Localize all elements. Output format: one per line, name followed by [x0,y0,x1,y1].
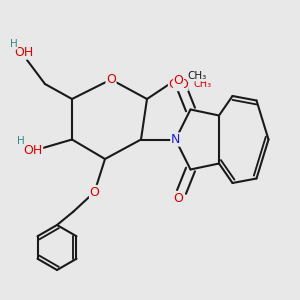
Text: O: O [178,77,188,91]
Text: O: O [174,74,183,88]
Text: CH₃: CH₃ [188,71,207,81]
Text: N: N [171,133,180,146]
Text: O: O [106,73,116,86]
Text: OH: OH [23,143,43,157]
Text: H: H [17,136,25,146]
Text: OH: OH [14,46,34,59]
Text: O: O [174,191,183,205]
Text: O: O [90,185,99,199]
Text: H: H [10,39,17,49]
Text: CH₃: CH₃ [194,79,211,89]
Text: O: O [169,77,178,91]
